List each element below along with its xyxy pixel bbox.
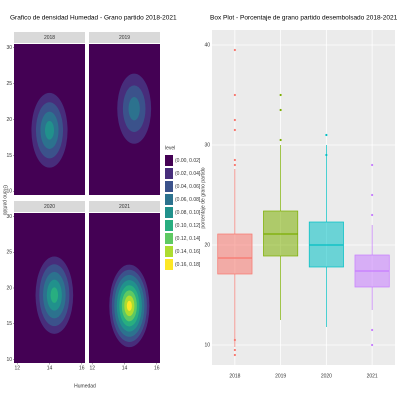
y-tick-label: 15 — [6, 321, 12, 327]
y-tick-label: 25 — [6, 81, 12, 87]
x-tick-label: 2019 — [275, 373, 286, 379]
y-tick-label: 30 — [6, 214, 12, 220]
y-tick-label: 40 — [204, 42, 210, 48]
y-tick-label: 15 — [6, 153, 12, 159]
box-title: Box Plot - Porcentaje de grano partido d… — [210, 15, 398, 22]
legend-title: level — [165, 145, 175, 151]
facet-strip — [14, 32, 85, 43]
legend-label: (0.04, 0.06] — [175, 184, 201, 190]
outlier — [371, 163, 374, 167]
y-tick-label: 10 — [204, 342, 210, 348]
legend-swatch — [165, 233, 173, 244]
x-tick-label: 2018 — [229, 373, 240, 379]
outlier — [371, 343, 374, 347]
outlier — [371, 213, 374, 217]
outlier — [279, 138, 282, 142]
legend-swatch — [165, 220, 173, 231]
y-tick-label: 30 — [6, 45, 12, 51]
legend-swatch — [165, 155, 173, 166]
y-tick-label: 20 — [6, 285, 12, 291]
outlier — [233, 338, 236, 342]
legend-swatch — [165, 246, 173, 257]
legend-swatch — [165, 181, 173, 192]
x-tick-label: 2020 — [321, 373, 332, 379]
facet-strip — [89, 32, 160, 43]
x-tick-label: 16 — [154, 365, 160, 371]
y-tick-label: 20 — [6, 117, 12, 123]
density-title: Grafico de densidad Humedad - Grano part… — [10, 15, 177, 22]
legend-swatch — [165, 207, 173, 218]
outlier — [233, 158, 236, 162]
outlier — [279, 108, 282, 112]
facet-strip — [14, 201, 85, 212]
outlier — [279, 93, 282, 97]
outlier — [233, 163, 236, 167]
x-axis-label: Humedad — [74, 383, 96, 389]
facet-label: 2019 — [119, 35, 130, 41]
x-tick-label: 16 — [79, 365, 85, 371]
legend-label: (0.12, 0.14] — [175, 236, 201, 242]
x-tick-label: 14 — [122, 365, 128, 371]
facet-label: 2018 — [44, 35, 55, 41]
legend-swatch — [165, 194, 173, 205]
legend-label: (0.16, 0.18] — [175, 262, 201, 268]
x-tick-label: 2021 — [367, 373, 378, 379]
density-contour — [126, 300, 132, 312]
legend-label: (0.10, 0.12] — [175, 223, 201, 229]
x-tick-label: 14 — [47, 365, 53, 371]
outlier — [325, 153, 328, 157]
legend-label: (0.14, 0.16] — [175, 249, 201, 255]
y-tick-label: 30 — [204, 142, 210, 148]
outlier — [233, 348, 236, 352]
outlier — [233, 48, 236, 52]
outlier — [233, 93, 236, 97]
outlier — [233, 118, 236, 122]
y-axis-label: porcentaje de grano partido — [200, 167, 206, 228]
density-contour — [44, 120, 55, 140]
outlier — [325, 133, 328, 137]
y-tick-label: 10 — [6, 189, 12, 195]
legend-label: (0.06, 0.08] — [175, 197, 201, 203]
density-contour — [50, 287, 59, 303]
outlier — [371, 193, 374, 197]
legend-label: (0.08, 0.10] — [175, 210, 201, 216]
facet-strip — [89, 201, 160, 212]
plot-background — [212, 30, 395, 365]
x-tick-label: 12 — [89, 365, 95, 371]
legend-swatch — [165, 259, 173, 270]
outlier — [371, 328, 374, 332]
outlier — [233, 128, 236, 132]
y-tick-label: 25 — [6, 250, 12, 256]
x-tick-label: 12 — [14, 365, 20, 371]
y-tick-label: 10 — [6, 357, 12, 363]
legend-label: (0.02, 0.04] — [175, 171, 201, 177]
outlier — [233, 353, 236, 357]
facet-label: 2020 — [44, 204, 55, 210]
y-axis-label: Grano partido — [2, 185, 8, 216]
facet-label: 2021 — [119, 204, 130, 210]
legend-label: (0.00, 0.02] — [175, 158, 201, 164]
box — [217, 233, 253, 275]
density-contour — [128, 97, 140, 121]
y-tick-label: 20 — [204, 242, 210, 248]
legend-swatch — [165, 168, 173, 179]
